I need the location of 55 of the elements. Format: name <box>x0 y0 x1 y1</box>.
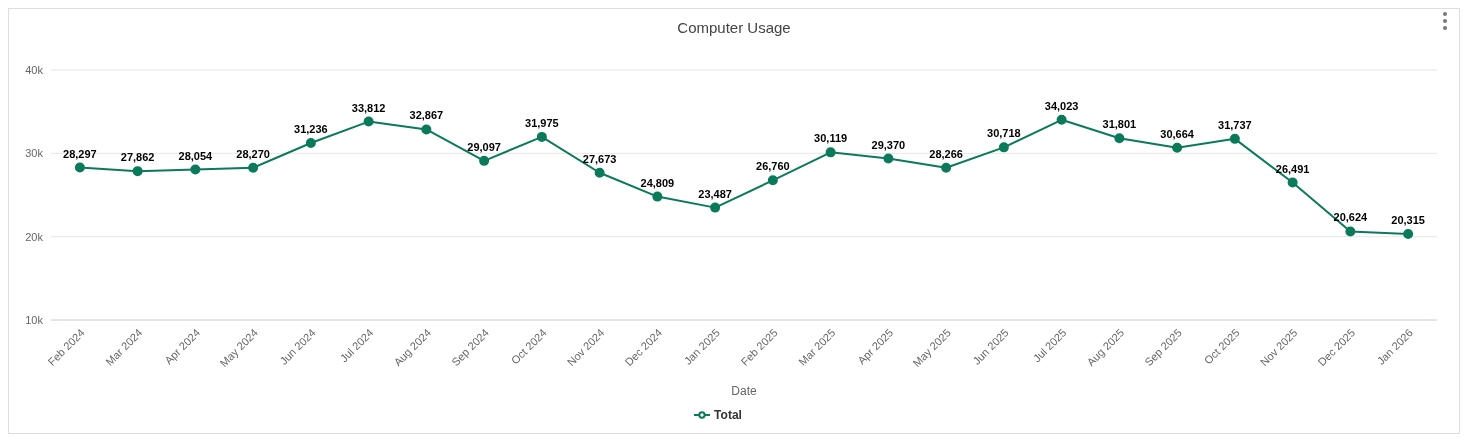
text: 27,862 <box>120 151 155 164</box>
point <box>710 202 721 213</box>
text: 31,236 <box>294 123 328 136</box>
text: 20,315 <box>1391 214 1425 227</box>
point <box>998 142 1009 153</box>
point <box>536 131 547 142</box>
point <box>594 167 605 178</box>
text: 30,119 <box>814 132 848 145</box>
point <box>1287 177 1298 188</box>
point <box>1114 133 1125 144</box>
text: 20,624 <box>1333 211 1368 224</box>
text: 26,760 <box>756 160 790 173</box>
legend-label: Total <box>714 408 742 422</box>
text: 29,370 <box>871 138 906 151</box>
point <box>305 138 316 149</box>
text: 34,023 <box>1044 99 1079 112</box>
text: 23,487 <box>698 187 732 200</box>
point <box>1345 226 1356 237</box>
point <box>652 191 663 202</box>
point <box>1229 133 1240 144</box>
text: 28,054 <box>178 149 213 162</box>
text: 31,975 <box>525 116 559 129</box>
x-axis-title: Date <box>731 384 757 398</box>
text: 24,809 <box>640 176 675 189</box>
text: 28,297 <box>63 147 97 160</box>
y-tick-label: 10k <box>25 313 44 326</box>
point <box>1403 229 1414 240</box>
y-tick-label: 30k <box>25 147 44 160</box>
point <box>767 175 778 186</box>
point <box>190 164 201 175</box>
text: 29,097 <box>467 140 501 153</box>
text: 26,491 <box>1275 162 1310 175</box>
point <box>421 124 432 135</box>
text: 28,266 <box>929 147 963 160</box>
text: 33,812 <box>351 101 386 114</box>
text: 31,737 <box>1218 118 1252 131</box>
y-tick-label: 40k <box>25 63 44 76</box>
text: 31,801 <box>1102 118 1137 131</box>
point <box>1172 142 1183 153</box>
text: 28,270 <box>236 147 270 160</box>
point <box>479 155 490 166</box>
point <box>363 116 374 127</box>
point <box>825 147 836 158</box>
text: 30,664 <box>1160 127 1194 140</box>
point <box>74 162 85 173</box>
point <box>883 153 894 164</box>
point <box>248 162 259 173</box>
point <box>941 162 952 173</box>
chart-title: Computer Usage <box>676 19 792 36</box>
text: 32,867 <box>409 109 444 122</box>
text: 27,673 <box>582 152 617 165</box>
y-tick-label: 20k <box>25 230 44 243</box>
text: 30,718 <box>987 127 1021 140</box>
point <box>1056 114 1067 125</box>
point <box>132 166 143 177</box>
